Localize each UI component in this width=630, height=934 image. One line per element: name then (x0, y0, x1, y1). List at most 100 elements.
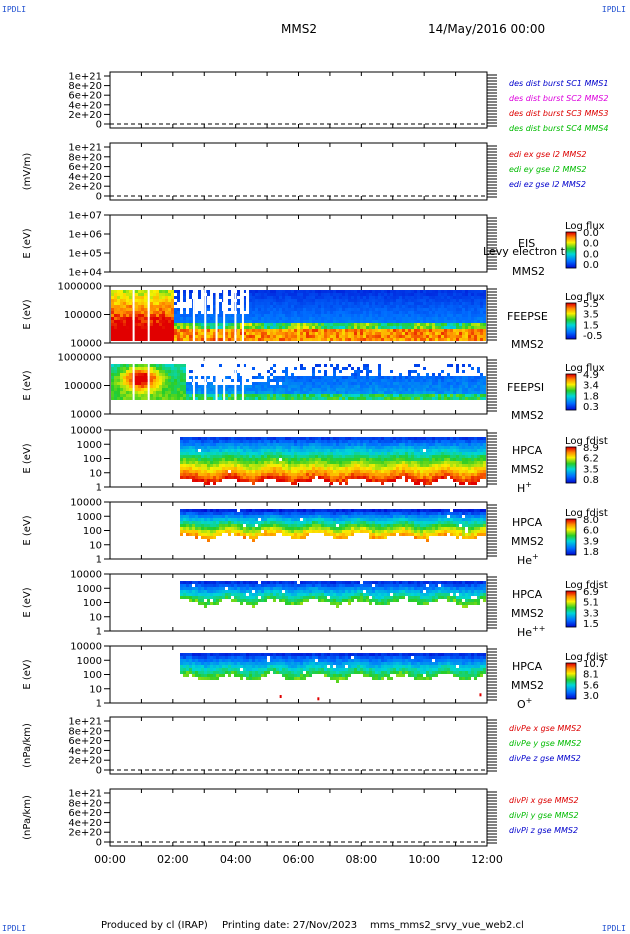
heatmap-cell (285, 473, 288, 476)
heatmap-cell (186, 461, 189, 464)
heatmap-cell (255, 305, 258, 308)
heatmap-cell (177, 367, 180, 370)
heatmap-cell (438, 293, 441, 296)
heatmap-cell (174, 338, 177, 341)
heatmap-cell (270, 437, 273, 440)
heatmap-cell (429, 455, 432, 458)
heatmap-cell (180, 373, 183, 376)
heatmap-cell (243, 332, 246, 335)
heatmap-cell (258, 437, 261, 440)
heatmap-cell (402, 452, 405, 455)
heatmap-cell (396, 458, 399, 461)
heatmap-cell (138, 370, 141, 373)
heatmap-cell (426, 385, 429, 388)
heatmap-cell (210, 397, 213, 400)
heatmap-cell (354, 458, 357, 461)
heatmap-cell (240, 394, 243, 397)
heatmap-cell (246, 476, 249, 479)
heatmap-cell (375, 323, 378, 326)
heatmap-cell (306, 446, 309, 449)
heatmap-cell (411, 320, 414, 323)
colorbar-cell (566, 239, 576, 241)
heatmap-cell (165, 397, 168, 400)
heatmap-cell (153, 376, 156, 379)
heatmap-cell (291, 397, 294, 400)
heatmap-cell (393, 314, 396, 317)
heatmap-cell (189, 311, 192, 314)
heatmap-cell (312, 320, 315, 323)
heatmap-cell (270, 461, 273, 464)
heatmap-cell (282, 332, 285, 335)
heatmap-cell (117, 385, 120, 388)
legend-entry: des dist burst SC4 MMS4 (509, 124, 608, 133)
heatmap-cell (330, 379, 333, 382)
heatmap-cell (414, 470, 417, 473)
heatmap-cell (354, 326, 357, 329)
heatmap-cell (402, 455, 405, 458)
heatmap-cell (423, 391, 426, 394)
heatmap-cell (258, 394, 261, 397)
heatmap-cell (213, 296, 216, 299)
heatmap-cell (456, 305, 459, 308)
heatmap-cell (459, 446, 462, 449)
heatmap-cell (444, 308, 447, 311)
heatmap-cell (309, 305, 312, 308)
heatmap-cell (360, 397, 363, 400)
colorbar-cell (566, 406, 576, 408)
heatmap-cell (471, 329, 474, 332)
heatmap-cell (450, 320, 453, 323)
heatmap-cell (447, 449, 450, 452)
heatmap-cell (426, 446, 429, 449)
heatmap-cell (303, 293, 306, 296)
heatmap-cell (156, 305, 159, 308)
heatmap-cell (465, 394, 468, 397)
heatmap-cell (480, 391, 483, 394)
heatmap-cell (483, 293, 486, 296)
heatmap-cell (213, 326, 216, 329)
heatmap-cell (369, 370, 372, 373)
heatmap-cell (195, 461, 198, 464)
heatmap-cell (270, 335, 273, 338)
heatmap-cell (150, 311, 153, 314)
heatmap-cell (438, 376, 441, 379)
heatmap-cell (333, 452, 336, 455)
heatmap-cell (153, 329, 156, 332)
heatmap-cell (177, 364, 180, 367)
heatmap-cell (156, 379, 159, 382)
heatmap-cell (402, 296, 405, 299)
colorbar-cell (566, 335, 576, 337)
heatmap-cell (453, 299, 456, 302)
heatmap-cell (189, 394, 192, 397)
heatmap-cell (321, 299, 324, 302)
heatmap-cell (270, 302, 273, 305)
heatmap-cell (420, 385, 423, 388)
heatmap-cell (447, 452, 450, 455)
heatmap-cell (411, 446, 414, 449)
heatmap-cell (249, 293, 252, 296)
heatmap-cell (330, 311, 333, 314)
heatmap-cell (183, 293, 186, 296)
heatmap-cell (117, 332, 120, 335)
colorbar-cell (566, 307, 576, 309)
heatmap-cell (369, 437, 372, 440)
heatmap-cell (348, 461, 351, 464)
heatmap-cell (378, 397, 381, 400)
heatmap-cell (252, 397, 255, 400)
heatmap-cell (417, 382, 420, 385)
heatmap-cell (342, 293, 345, 296)
heatmap-cell (207, 470, 210, 473)
heatmap-cell (390, 317, 393, 320)
heatmap-cell (411, 455, 414, 458)
heatmap-cell (396, 299, 399, 302)
heatmap-cell (285, 338, 288, 341)
heatmap-cell (162, 397, 165, 400)
y-tick-label: 0 (96, 192, 102, 203)
heatmap-cell (321, 308, 324, 311)
heatmap-cell (363, 382, 366, 385)
heatmap-cell (360, 326, 363, 329)
heatmap-cell (399, 314, 402, 317)
heatmap-cell (213, 461, 216, 464)
heatmap-cell (192, 458, 195, 461)
heatmap-cell (138, 305, 141, 308)
heatmap-cell (327, 305, 330, 308)
